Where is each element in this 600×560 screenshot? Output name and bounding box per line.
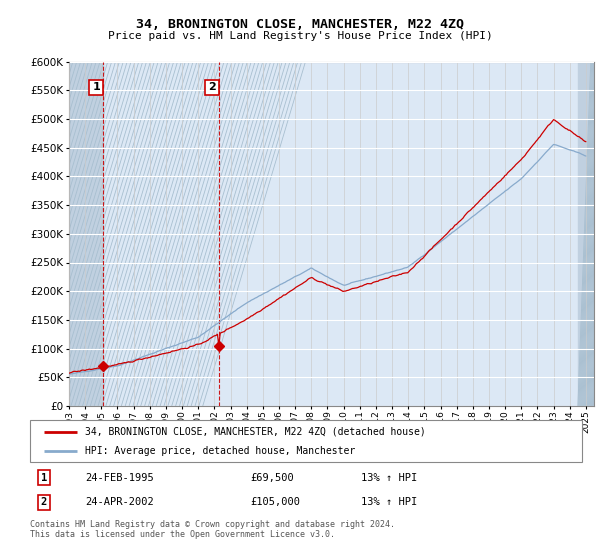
- Text: 13% ↑ HPI: 13% ↑ HPI: [361, 497, 418, 507]
- Text: 1: 1: [41, 473, 47, 483]
- Text: 34, BRONINGTON CLOSE, MANCHESTER, M22 4ZQ: 34, BRONINGTON CLOSE, MANCHESTER, M22 4Z…: [136, 18, 464, 31]
- Text: 34, BRONINGTON CLOSE, MANCHESTER, M22 4ZQ (detached house): 34, BRONINGTON CLOSE, MANCHESTER, M22 4Z…: [85, 427, 426, 437]
- Text: £105,000: £105,000: [251, 497, 301, 507]
- Text: Price paid vs. HM Land Registry's House Price Index (HPI): Price paid vs. HM Land Registry's House …: [107, 31, 493, 41]
- FancyBboxPatch shape: [30, 420, 582, 462]
- Text: 24-FEB-1995: 24-FEB-1995: [85, 473, 154, 483]
- Text: HPI: Average price, detached house, Manchester: HPI: Average price, detached house, Manc…: [85, 446, 355, 456]
- Text: 1: 1: [92, 82, 100, 92]
- Text: Contains HM Land Registry data © Crown copyright and database right 2024.
This d: Contains HM Land Registry data © Crown c…: [30, 520, 395, 539]
- Text: 13% ↑ HPI: 13% ↑ HPI: [361, 473, 418, 483]
- Text: 2: 2: [41, 497, 47, 507]
- Text: £69,500: £69,500: [251, 473, 295, 483]
- Text: 2: 2: [208, 82, 216, 92]
- Text: 24-APR-2002: 24-APR-2002: [85, 497, 154, 507]
